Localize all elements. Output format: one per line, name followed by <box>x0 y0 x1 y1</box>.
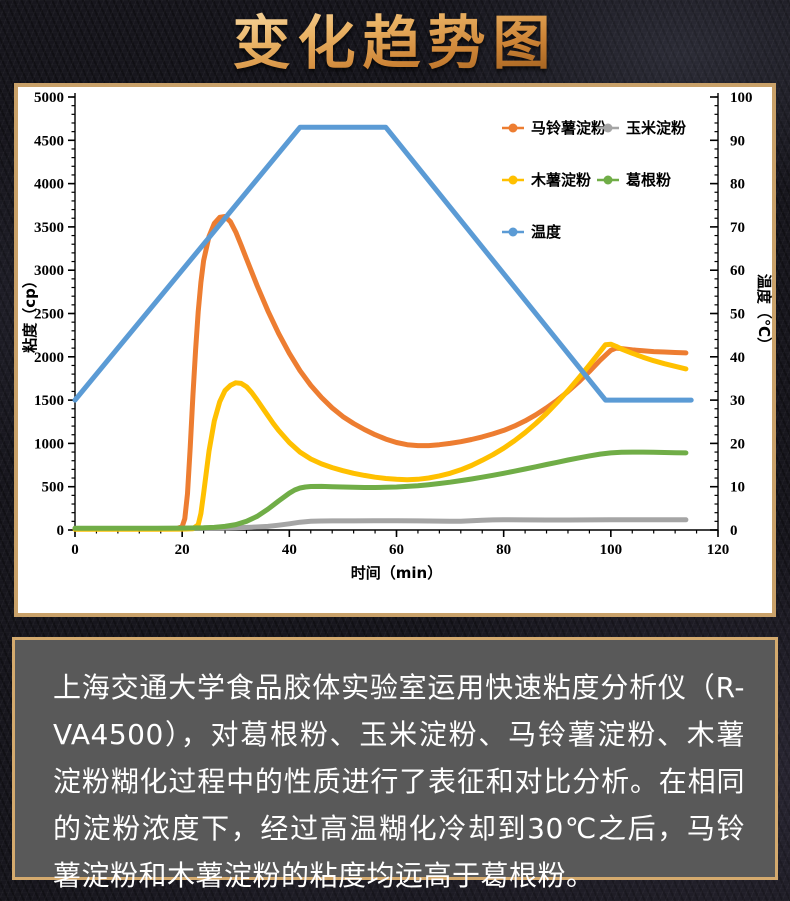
description-panel: 上海交通大学食品胶体实验室运用快速粘度分析仪（R-VA4500），对葛根粉、玉米… <box>12 637 778 892</box>
svg-text:4500: 4500 <box>34 133 64 149</box>
legend-item-木薯淀粉: 木薯淀粉 <box>502 171 591 189</box>
axis-titles: 粘度（cp） 温度（℃） 时间（min） <box>21 273 772 582</box>
svg-text:10: 10 <box>730 480 745 496</box>
description-text: 上海交通大学食品胶体实验室运用快速粘度分析仪（R-VA4500），对葛根粉、玉米… <box>53 671 745 892</box>
svg-text:0: 0 <box>730 523 738 539</box>
svg-text:0: 0 <box>71 542 79 558</box>
series-马铃薯淀粉 <box>72 214 689 532</box>
svg-text:2500: 2500 <box>34 307 64 323</box>
legend-label: 温度 <box>531 223 562 241</box>
svg-text:120: 120 <box>707 542 730 558</box>
series-温度 <box>72 124 694 403</box>
svg-text:1500: 1500 <box>34 393 64 409</box>
title-banner: 变化趋势图 <box>0 0 790 83</box>
svg-text:0: 0 <box>57 523 65 539</box>
series-葛根粉 <box>72 449 689 531</box>
legend-item-玉米淀粉: 玉米淀粉 <box>597 119 686 137</box>
y-axis-title-left: 粘度（cp） <box>21 273 39 353</box>
legend-item-温度: 温度 <box>502 223 562 241</box>
chart-panel: 0 500 1000 1500 2000 2500 3000 3500 4000 4500 5000… <box>14 83 776 617</box>
legend-label: 马铃薯淀粉 <box>531 119 606 137</box>
legend-label: 木薯淀粉 <box>530 171 591 189</box>
y-axis-title-right: 温度（℃） <box>755 274 772 352</box>
svg-text:40: 40 <box>282 542 297 558</box>
svg-text:50: 50 <box>730 307 745 323</box>
svg-text:2000: 2000 <box>34 350 64 366</box>
svg-text:4000: 4000 <box>34 177 64 193</box>
legend-label: 玉米淀粉 <box>626 119 686 137</box>
svg-text:80: 80 <box>496 542 511 558</box>
svg-text:100: 100 <box>730 90 753 106</box>
series-木薯淀粉 <box>72 341 689 532</box>
svg-text:60: 60 <box>389 542 404 558</box>
svg-text:60: 60 <box>730 263 745 279</box>
legend-label: 葛根粉 <box>625 171 671 189</box>
svg-text:80: 80 <box>730 177 745 193</box>
x-axis-title: 时间（min） <box>351 564 442 582</box>
page-title: 变化趋势图 <box>232 0 557 80</box>
svg-text:3000: 3000 <box>34 263 64 279</box>
svg-text:30: 30 <box>730 393 745 409</box>
svg-text:100: 100 <box>600 542 623 558</box>
svg-text:3500: 3500 <box>34 220 64 236</box>
svg-text:90: 90 <box>730 133 745 149</box>
trend-chart: 0500100015002000250030003500400045005000… <box>21 90 772 582</box>
svg-text:1000: 1000 <box>34 436 64 452</box>
svg-text:70: 70 <box>730 220 745 236</box>
svg-text:40: 40 <box>730 350 745 366</box>
legend-item-马铃薯淀粉: 马铃薯淀粉 <box>502 119 606 137</box>
svg-text:20: 20 <box>175 542 190 558</box>
svg-text:5000: 5000 <box>34 90 64 106</box>
svg-text:20: 20 <box>730 436 745 452</box>
legend-item-葛根粉: 葛根粉 <box>597 171 671 189</box>
svg-text:500: 500 <box>42 480 65 496</box>
chart-axes: 0500100015002000250030003500400045005000… <box>34 90 753 558</box>
